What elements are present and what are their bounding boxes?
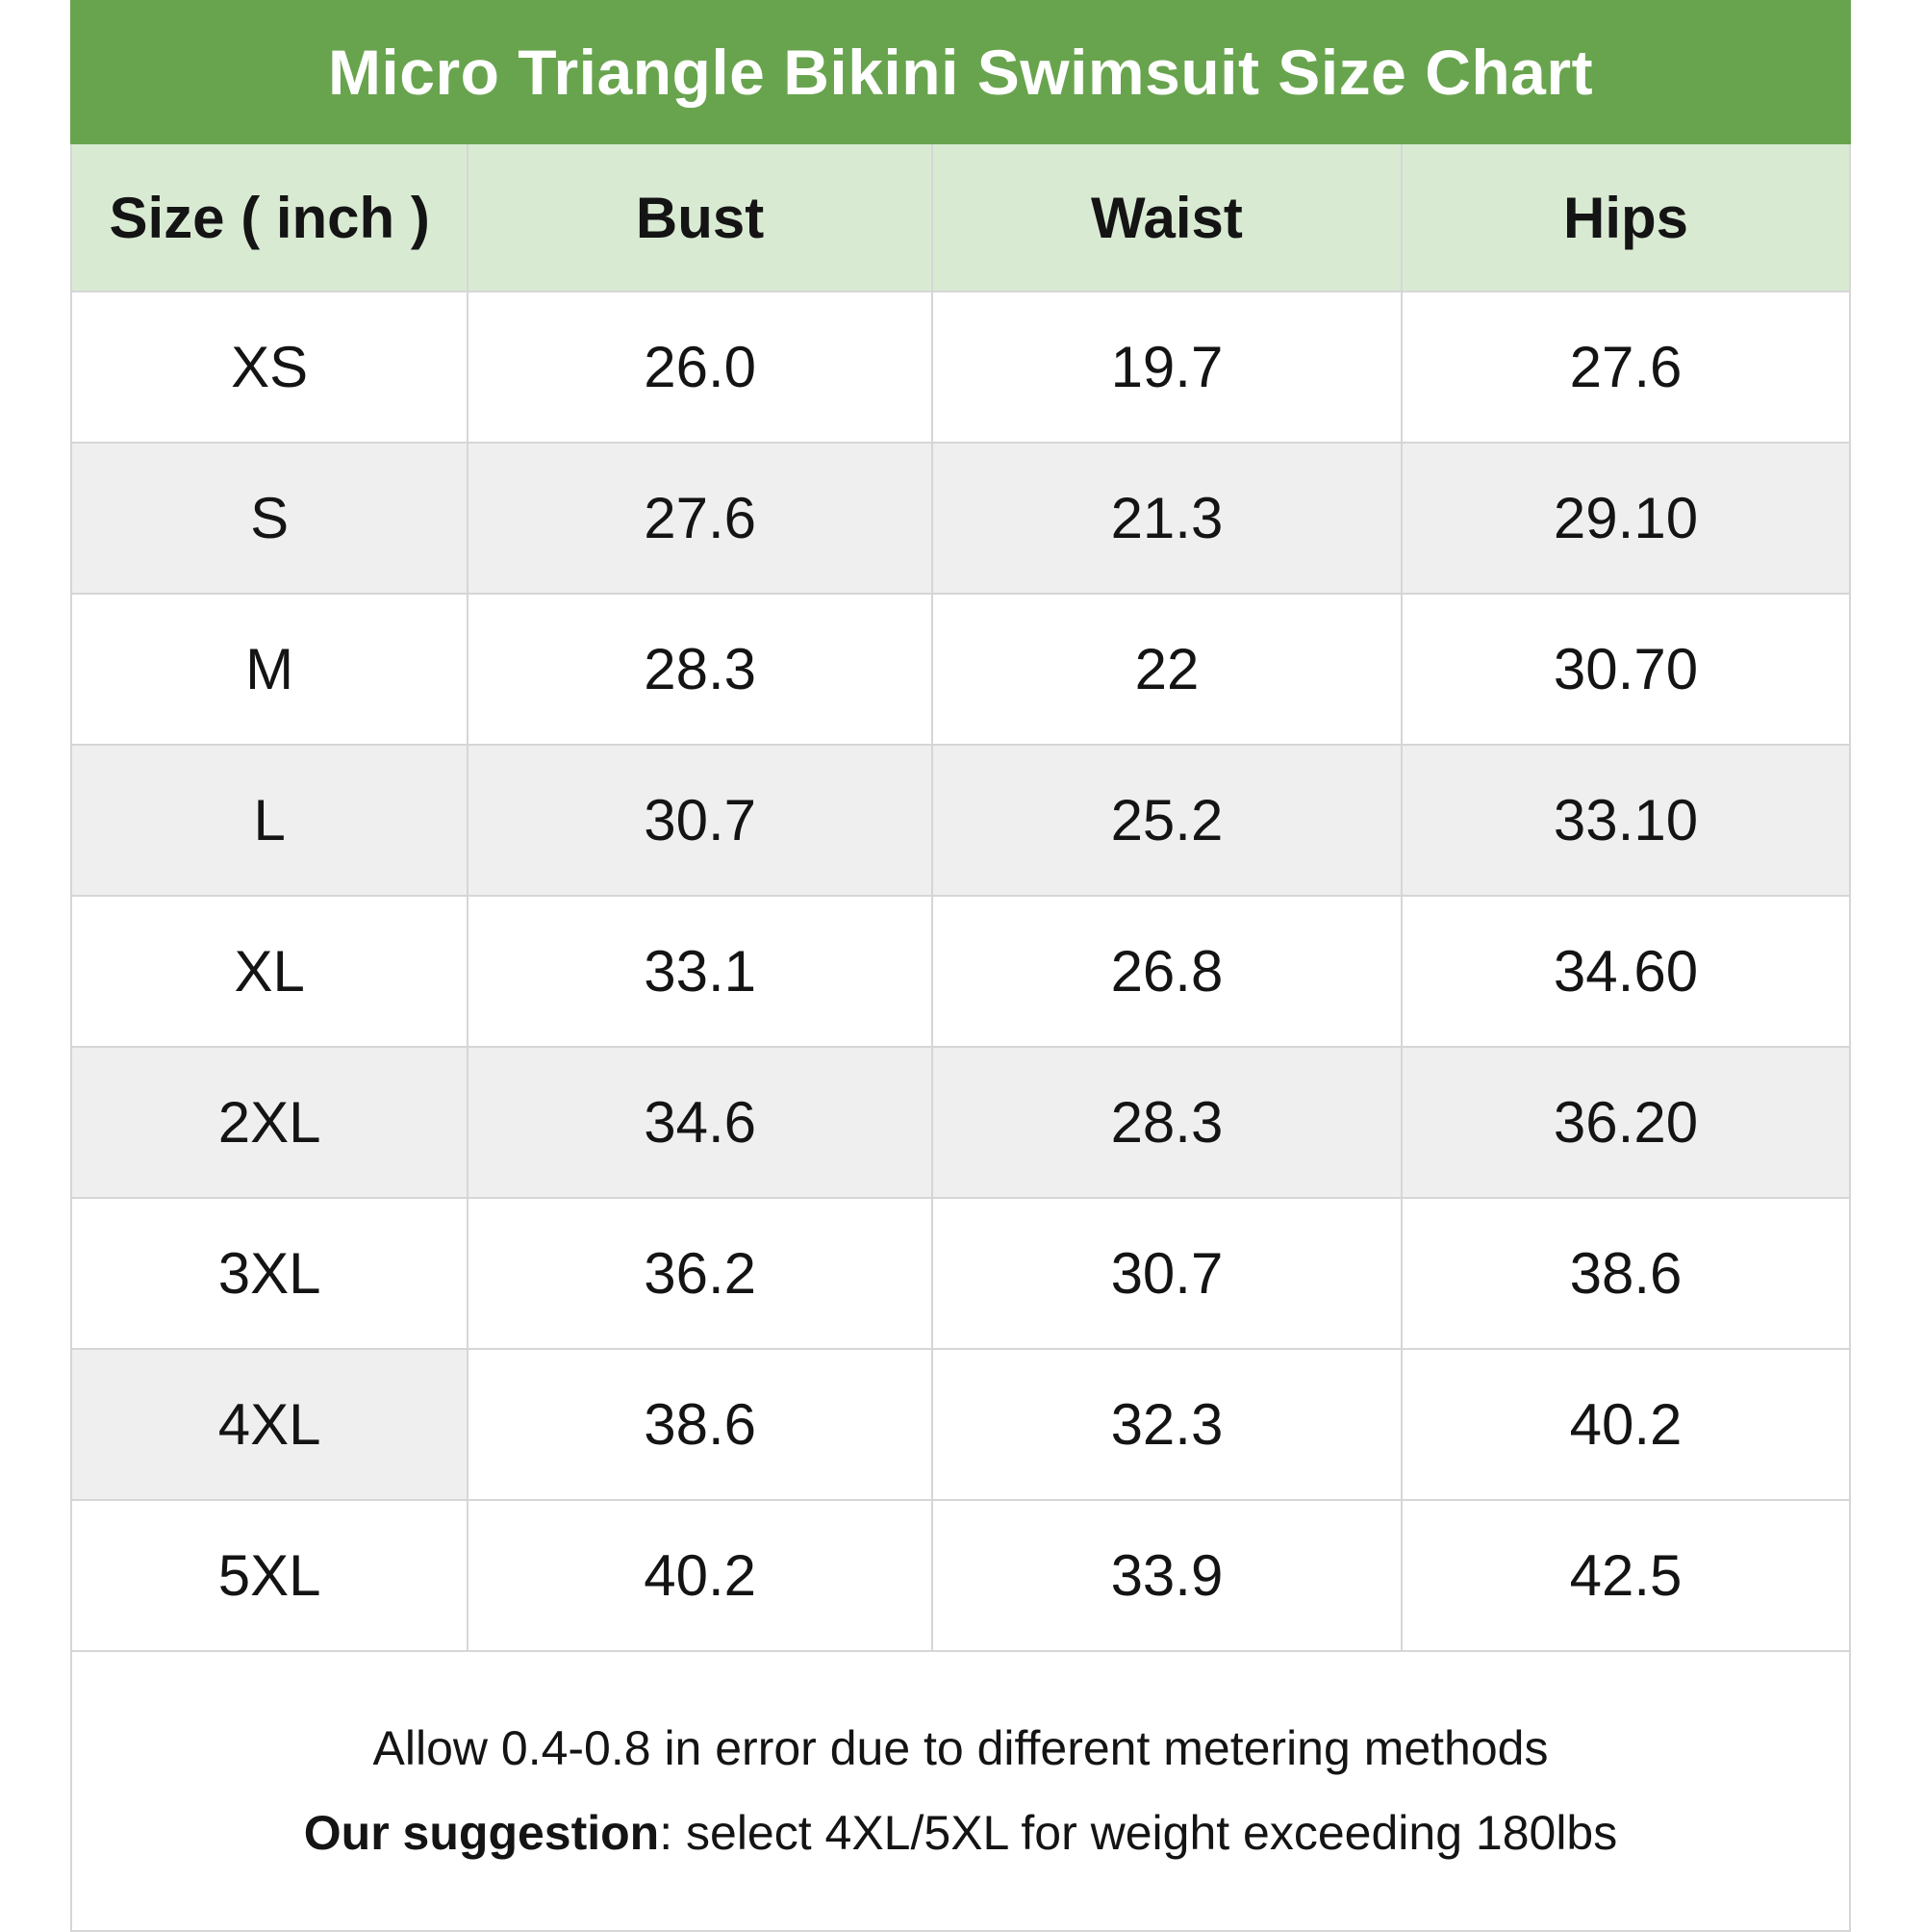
column-header-waist: Waist: [930, 144, 1404, 292]
size-cell: XS: [69, 291, 469, 444]
header-row: Size ( inch ) Bust Waist Hips: [69, 144, 1851, 292]
bust-cell: 27.6: [467, 442, 933, 595]
waist-cell: 22: [930, 593, 1404, 746]
column-header-bust: Bust: [467, 144, 933, 292]
table-row: S 27.6 21.3 29.10: [69, 442, 1851, 595]
size-cell: XL: [69, 895, 469, 1048]
table-row: 2XL 34.6 28.3 36.20: [69, 1046, 1851, 1199]
footnote-suggestion-label: Our suggestion: [303, 1805, 660, 1860]
table-row: 5XL 40.2 33.9 42.5: [69, 1499, 1851, 1652]
bust-cell: 36.2: [467, 1197, 933, 1350]
bust-cell: 28.3: [467, 593, 933, 746]
column-header-hips: Hips: [1401, 144, 1851, 292]
waist-cell: 28.3: [930, 1046, 1404, 1199]
footnote-suggestion-text: : select 4XL/5XL for weight exceeding 18…: [659, 1805, 1618, 1860]
table-row: XS 26.0 19.7 27.6: [69, 291, 1851, 444]
bust-cell: 30.7: [467, 744, 933, 897]
hips-cell: 42.5: [1401, 1499, 1851, 1652]
hips-cell: 30.70: [1401, 593, 1851, 746]
hips-cell: 40.2: [1401, 1348, 1851, 1501]
bust-cell: 26.0: [467, 291, 933, 444]
table-row: 3XL 36.2 30.7 38.6: [69, 1197, 1851, 1350]
size-chart: Micro Triangle Bikini Swimsuit Size Char…: [69, 0, 1851, 1932]
waist-cell: 32.3: [930, 1348, 1404, 1501]
bust-cell: 38.6: [467, 1348, 933, 1501]
table-row: L 30.7 25.2 33.10: [69, 744, 1851, 897]
footnote-line-1: Allow 0.4-0.8 in error due to different …: [372, 1721, 1549, 1775]
table-row: XL 33.1 26.8 34.60: [69, 895, 1851, 1048]
waist-cell: 21.3: [930, 442, 1404, 595]
hips-cell: 38.6: [1401, 1197, 1851, 1350]
size-cell: 2XL: [69, 1046, 469, 1199]
size-cell: 4XL: [69, 1348, 469, 1501]
size-table: Size ( inch ) Bust Waist Hips XS 26.0 19…: [69, 144, 1851, 1652]
waist-cell: 33.9: [930, 1499, 1404, 1652]
table-row: 4XL 38.6 32.3 40.2: [69, 1348, 1851, 1501]
bust-cell: 33.1: [467, 895, 933, 1048]
footnote: Allow 0.4-0.8 in error due to different …: [70, 1652, 1851, 1932]
bust-cell: 40.2: [467, 1499, 933, 1652]
waist-cell: 30.7: [930, 1197, 1404, 1350]
size-cell: 5XL: [69, 1499, 469, 1652]
chart-title: Micro Triangle Bikini Swimsuit Size Char…: [327, 37, 1594, 108]
waist-cell: 25.2: [930, 744, 1404, 897]
hips-cell: 36.20: [1401, 1046, 1851, 1199]
bust-cell: 34.6: [467, 1046, 933, 1199]
footnote-line-2: Our suggestion: select 4XL/5XL for weigh…: [304, 1792, 1617, 1876]
chart-title-bar: Micro Triangle Bikini Swimsuit Size Char…: [70, 0, 1851, 144]
size-cell: L: [69, 744, 469, 897]
waist-cell: 19.7: [930, 291, 1404, 444]
hips-cell: 33.10: [1401, 744, 1851, 897]
hips-cell: 34.60: [1401, 895, 1851, 1048]
size-cell: 3XL: [69, 1197, 469, 1350]
size-cell: S: [69, 442, 469, 595]
table-row: M 28.3 22 30.70: [69, 593, 1851, 746]
hips-cell: 27.6: [1401, 291, 1851, 444]
hips-cell: 29.10: [1401, 442, 1851, 595]
waist-cell: 26.8: [930, 895, 1404, 1048]
column-header-size: Size ( inch ): [69, 144, 469, 292]
size-cell: M: [69, 593, 469, 746]
